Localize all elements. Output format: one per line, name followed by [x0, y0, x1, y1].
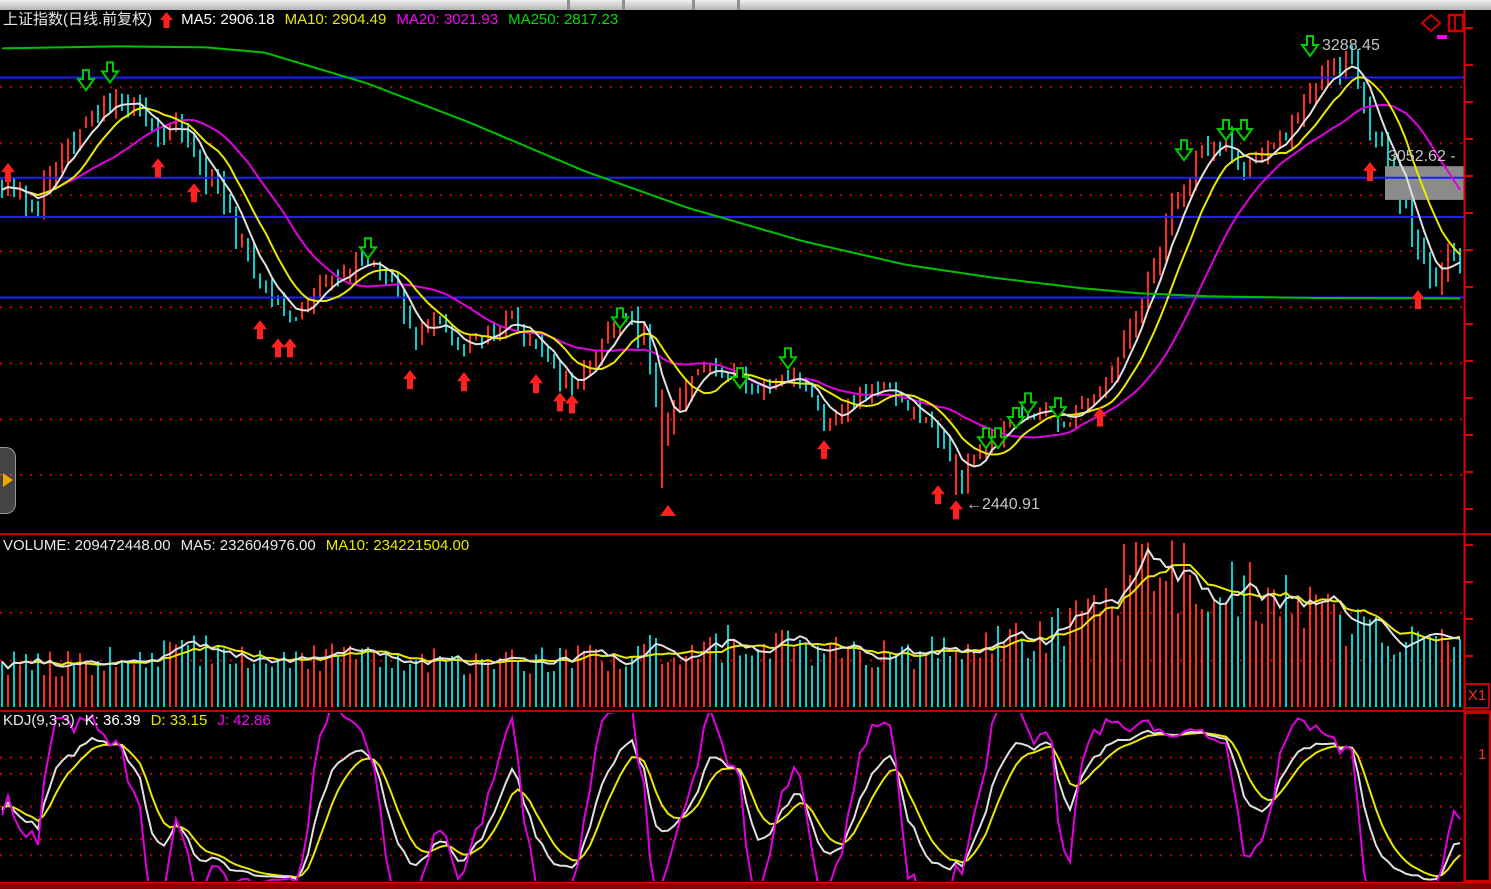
kdj-k-value: K: 36.39 — [84, 712, 141, 729]
kdj-header: KDJ(9,3,3) K: 36.39 D: 33.15 J: 42.86 — [3, 712, 271, 730]
ma10-value: MA10: 2904.49 — [284, 11, 387, 28]
sell-arrow-icon — [778, 347, 798, 370]
sell-arrow-icon — [730, 367, 750, 390]
up-arrow-icon — [160, 12, 174, 28]
strip-divider — [692, 0, 695, 10]
window-top-strip — [0, 0, 1491, 10]
buy-arrow-icon — [271, 338, 285, 358]
sell-arrow-icon — [76, 69, 96, 92]
buy-arrow-icon — [949, 500, 963, 520]
selection-highlight — [1385, 166, 1464, 200]
ma250-line — [1, 45, 1461, 300]
strip-divider — [622, 0, 625, 10]
sell-arrow-icon — [610, 307, 630, 331]
buy-arrow-icon — [1, 163, 15, 183]
buy-arrow-icon — [253, 320, 267, 340]
buy-arrow-icon — [403, 370, 417, 390]
buy-arrow-icon — [151, 158, 165, 178]
volume-ma10-value: MA10: 234221504.00 — [325, 537, 470, 554]
kdj-d-value: D: 33.15 — [150, 712, 208, 729]
panel-divider[interactable] — [0, 710, 1491, 712]
volume-ma10-line — [1, 563, 1461, 670]
ma5-line — [1, 65, 1461, 468]
kdj-panel-plot — [0, 713, 1464, 881]
kdj-right-axis-box: 1 — [1464, 712, 1491, 882]
main-panel-plot — [0, 34, 1464, 520]
buy-arrow-icon — [457, 372, 471, 392]
ma20-line — [1, 103, 1461, 439]
buy-arrow-icon — [1093, 407, 1107, 427]
buy-arrow-icon — [817, 440, 831, 460]
buy-arrow-icon — [931, 485, 945, 505]
volume-value: VOLUME: 209472448.00 — [3, 537, 171, 554]
ma20-value: MA20: 3021.93 — [396, 11, 499, 28]
signal-markers — [1, 34, 1425, 520]
sidebar-expand-handle[interactable] — [0, 447, 16, 514]
candles-layer — [1, 45, 1461, 496]
sell-arrow-icon — [1300, 34, 1320, 58]
kdj-j-value: J: 42.86 — [217, 712, 271, 729]
sell-arrow-icon — [976, 427, 996, 450]
sell-arrow-icon — [1174, 139, 1194, 162]
sell-arrow-icon — [1048, 397, 1068, 420]
ma10-line — [1, 76, 1461, 456]
kdj-name: KDJ(9,3,3) — [3, 712, 75, 729]
peak-price-label: 3288.45 — [1322, 37, 1380, 54]
ma250-value: MA250: 2817.23 — [508, 11, 619, 28]
ma5-value: MA5: 2906.18 — [181, 11, 275, 28]
spike-triangle-icon — [660, 504, 676, 516]
volume-ma5-line — [1, 547, 1461, 670]
buy-arrow-icon — [529, 374, 543, 394]
buy-arrow-icon — [1411, 290, 1425, 310]
volume-header: VOLUME: 209472448.00 MA5: 232604976.00 M… — [3, 537, 469, 555]
panel-divider[interactable] — [0, 533, 1491, 535]
sell-arrow-icon — [100, 61, 120, 85]
strip-divider — [737, 0, 740, 10]
volume-panel-plot — [0, 540, 1464, 707]
volume-ma5-value: MA5: 232604976.00 — [180, 537, 316, 554]
magenta-tick-icon — [1437, 35, 1447, 39]
expand-arrow-icon — [3, 473, 13, 487]
buy-arrow-icon — [1363, 162, 1377, 182]
right-level-label: 3052.62 - — [1388, 148, 1456, 165]
buy-arrow-icon — [283, 338, 297, 358]
buy-arrow-icon — [187, 183, 201, 203]
sell-arrow-icon — [1216, 118, 1236, 142]
bottom-divider-bar[interactable] — [0, 882, 1491, 889]
sell-arrow-icon — [1234, 118, 1254, 142]
volume-bars — [1, 540, 1461, 707]
buy-arrow-icon — [553, 392, 567, 412]
sell-arrow-icon — [988, 427, 1008, 450]
strip-divider — [567, 0, 570, 10]
chart-title: 上证指数(日线.前复权) — [3, 11, 153, 28]
buy-arrow-icon — [565, 394, 579, 414]
sell-arrow-icon — [358, 237, 378, 260]
kdj-j-line — [1, 713, 1461, 881]
kdj-axis-label: 1 — [1478, 746, 1487, 763]
panel-corner-icons — [1420, 13, 1465, 39]
low-price-label: ←2440.91 — [966, 496, 1040, 513]
sell-arrow-icon — [1018, 392, 1038, 416]
volume-scale-badge: X1 — [1464, 683, 1490, 709]
diamond-icon[interactable] — [1420, 13, 1442, 33]
sell-arrow-icon — [1006, 406, 1026, 430]
kdj-k-line — [1, 729, 1461, 881]
main-chart-header: 上证指数(日线.前复权) MA5: 2906.18 MA10: 2904.49 … — [3, 11, 618, 29]
